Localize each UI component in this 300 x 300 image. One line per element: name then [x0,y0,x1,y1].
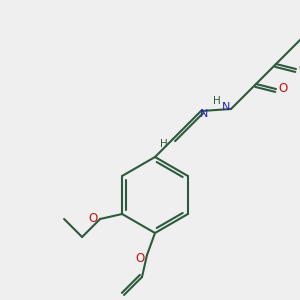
Text: N: N [200,109,208,119]
Text: H: H [213,96,221,106]
Text: H: H [160,139,168,149]
Text: N: N [222,102,230,112]
Text: O: O [278,82,288,95]
Text: O: O [88,212,98,226]
Text: O: O [298,62,300,76]
Text: O: O [135,251,145,265]
